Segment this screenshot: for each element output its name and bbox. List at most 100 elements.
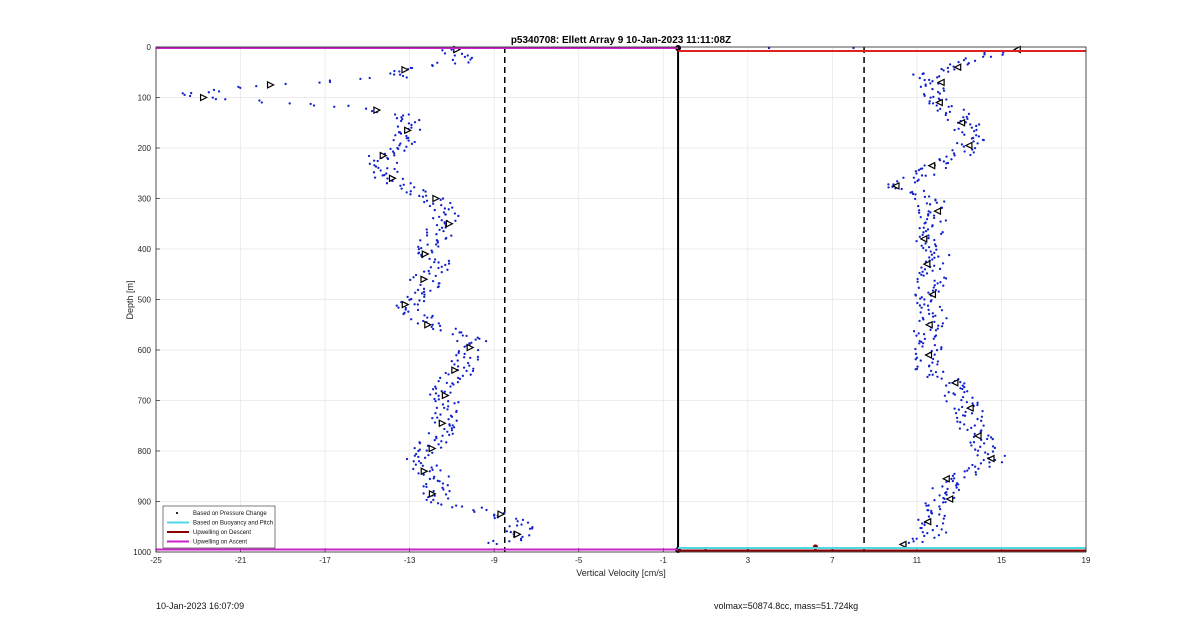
velocity-point	[973, 432, 976, 436]
velocity-point	[446, 430, 449, 433]
velocity-point	[976, 417, 979, 421]
velocity-point	[961, 131, 964, 134]
velocity-point	[528, 534, 531, 537]
velocity-point	[927, 234, 930, 237]
velocity-point	[920, 174, 924, 177]
velocity-point	[449, 385, 452, 388]
velocity-point	[940, 347, 943, 351]
velocity-point	[952, 152, 956, 155]
velocity-point	[935, 104, 938, 107]
velocity-point	[931, 528, 934, 532]
y-axis-label: Depth [m]	[125, 280, 135, 319]
velocity-point	[980, 415, 984, 418]
velocity-point	[434, 400, 437, 403]
velocity-point	[936, 90, 940, 94]
velocity-point	[993, 446, 997, 450]
velocity-point	[914, 368, 917, 371]
velocity-point	[923, 164, 926, 167]
velocity-point	[438, 480, 441, 483]
velocity-point	[422, 189, 425, 192]
velocity-point	[431, 468, 434, 471]
velocity-point	[982, 442, 986, 445]
velocity-point	[923, 523, 926, 527]
velocity-point	[407, 310, 410, 313]
velocity-point	[852, 46, 855, 50]
velocity-point	[473, 510, 476, 513]
velocity-point	[946, 487, 949, 491]
velocity-point	[977, 135, 981, 138]
velocity-point	[931, 258, 934, 261]
velocity-point	[937, 324, 940, 327]
velocity-point	[452, 383, 455, 386]
velocity-point	[212, 88, 216, 92]
velocity-point	[444, 493, 448, 496]
velocity-point	[921, 270, 924, 273]
velocity-point	[944, 112, 948, 115]
velocity-point	[429, 289, 432, 292]
velocity-point	[941, 522, 945, 525]
velocity-point	[977, 467, 980, 470]
velocity-point	[917, 211, 921, 214]
velocity-point	[923, 195, 927, 199]
triangle-marker	[928, 290, 937, 299]
velocity-point	[432, 498, 435, 502]
velocity-point	[444, 263, 447, 267]
velocity-point	[448, 490, 451, 493]
velocity-point	[923, 78, 926, 82]
velocity-point	[435, 223, 439, 227]
velocity-point	[438, 215, 441, 219]
velocity-point	[404, 308, 407, 311]
velocity-point	[982, 458, 985, 462]
velocity-point	[913, 197, 917, 201]
velocity-point	[396, 125, 400, 128]
velocity-point	[923, 268, 927, 271]
velocity-point	[442, 211, 446, 214]
velocity-point	[397, 306, 400, 309]
velocity-point	[398, 70, 401, 73]
velocity-point	[438, 324, 442, 328]
velocity-point	[401, 118, 404, 121]
velocity-point	[928, 203, 932, 206]
velocity-point	[469, 356, 472, 359]
velocity-point	[468, 364, 471, 367]
velocity-point	[963, 382, 966, 385]
velocity-point	[933, 243, 937, 246]
velocity-point	[431, 323, 434, 326]
velocity-point	[938, 513, 941, 516]
velocity-point	[237, 85, 240, 89]
velocity-point	[971, 402, 974, 405]
velocity-point	[925, 202, 929, 205]
velocity-point	[932, 286, 935, 289]
velocity-point	[962, 145, 966, 148]
velocity-point	[347, 104, 350, 107]
velocity-point	[407, 113, 410, 116]
velocity-point	[318, 81, 321, 84]
velocity-point	[410, 126, 413, 129]
velocity-point	[919, 297, 922, 300]
velocity-point	[932, 337, 935, 340]
velocity-point	[929, 82, 932, 85]
velocity-point	[923, 298, 926, 301]
velocity-point	[467, 61, 470, 64]
velocity-point	[495, 542, 498, 546]
velocity-point	[422, 492, 425, 495]
velocity-point	[920, 244, 923, 247]
velocity-point	[914, 170, 917, 173]
velocity-point	[945, 493, 948, 496]
triangle-marker	[388, 174, 397, 183]
velocity-point	[957, 483, 960, 486]
velocity-point	[926, 532, 929, 535]
velocity-point	[970, 412, 974, 415]
velocity-point	[928, 312, 931, 316]
velocity-point	[399, 184, 402, 187]
velocity-point	[942, 89, 946, 92]
velocity-point	[463, 55, 467, 59]
velocity-point	[439, 329, 442, 332]
velocity-point	[454, 327, 457, 330]
triangle-marker	[973, 431, 982, 440]
velocity-point	[431, 251, 434, 254]
velocity-point	[420, 246, 423, 250]
velocity-point	[939, 107, 942, 110]
x-axis-label: Vertical Velocity [cm/s]	[576, 568, 666, 578]
velocity-point	[480, 506, 483, 509]
